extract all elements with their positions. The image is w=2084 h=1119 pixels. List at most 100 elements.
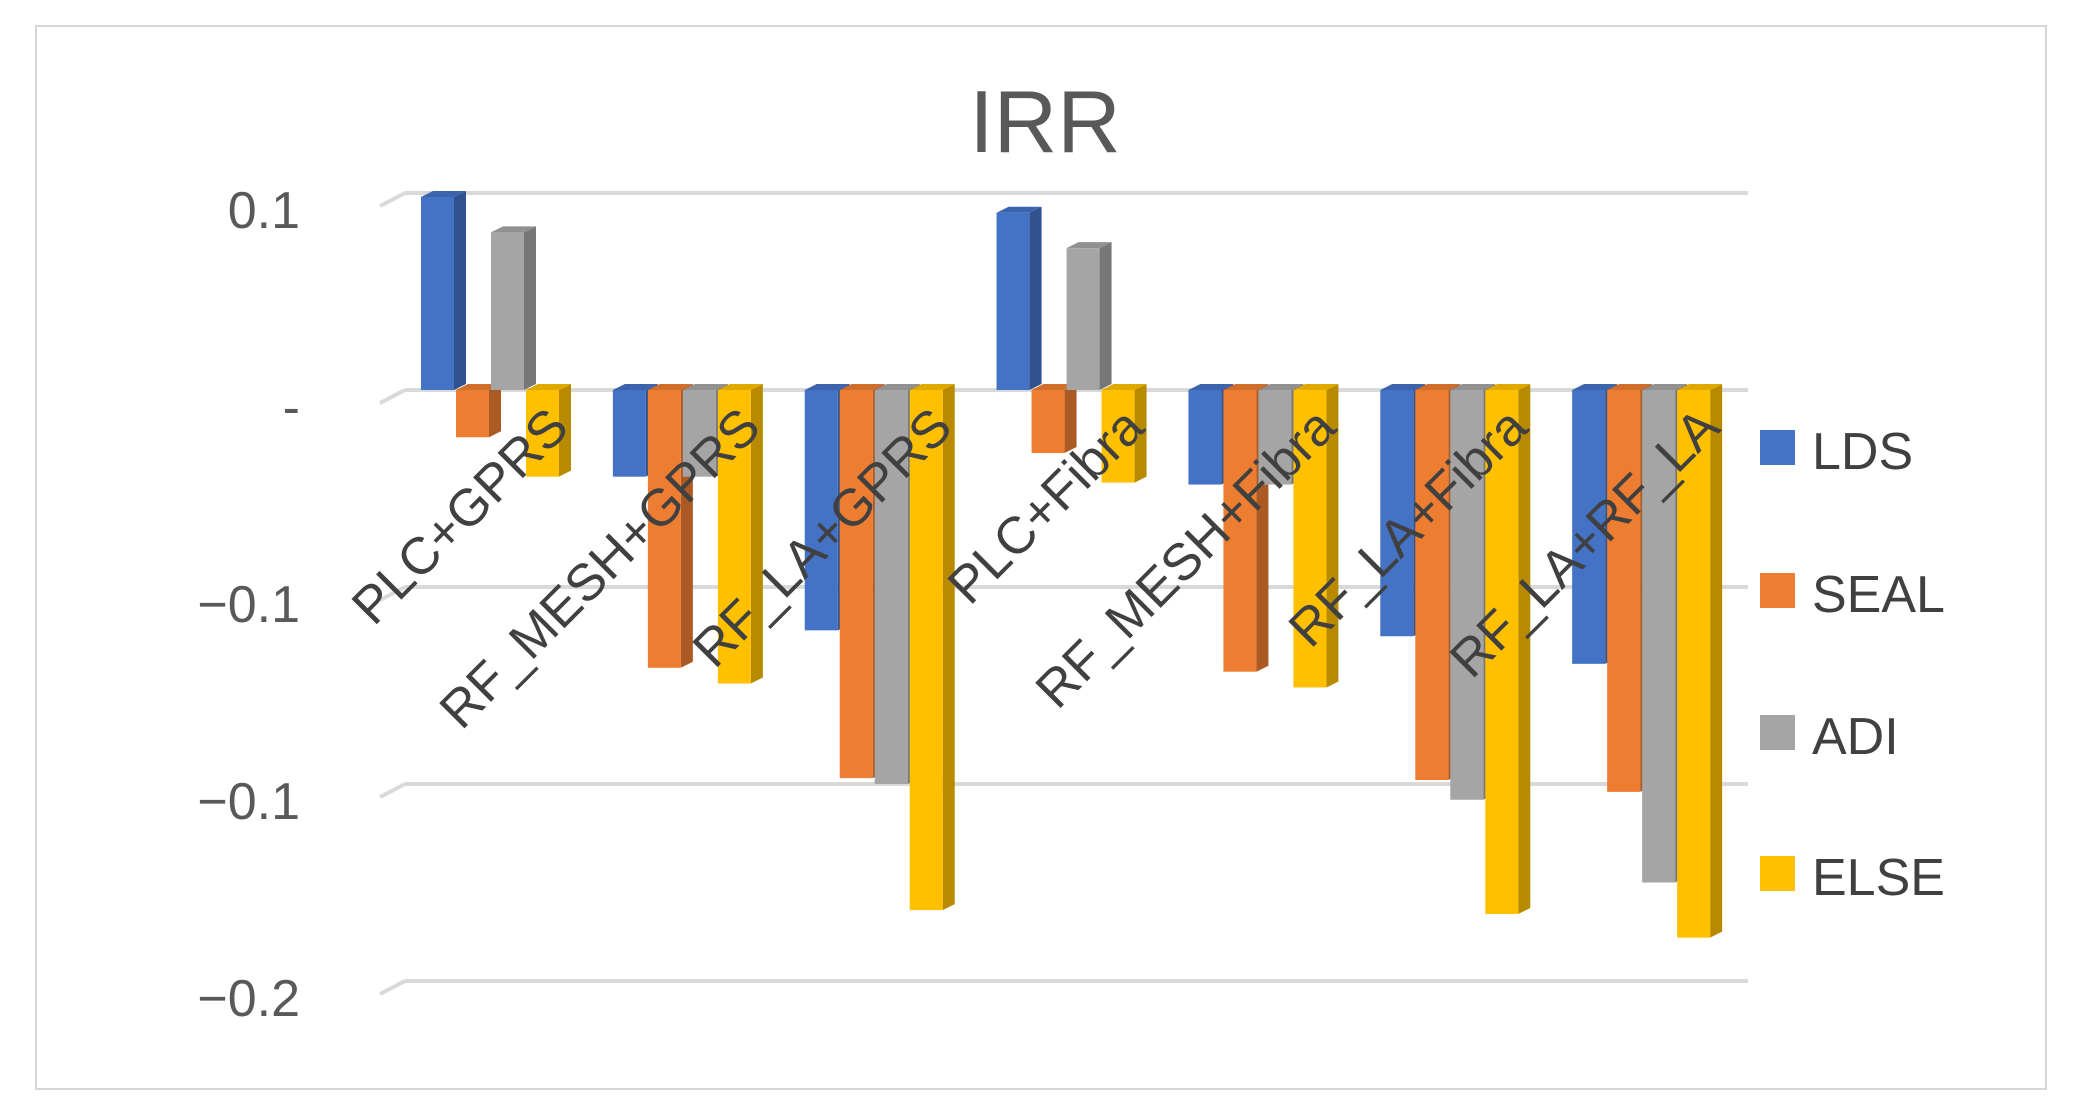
bar-side <box>1029 206 1042 390</box>
y-tick-label: −0.1 <box>197 773 300 831</box>
bar-top <box>1188 384 1234 390</box>
bar-adi <box>1066 242 1112 390</box>
bar-front <box>1572 390 1606 664</box>
bar-top <box>1677 384 1723 390</box>
y-tick-label: - <box>283 379 300 437</box>
legend-swatch <box>1760 573 1795 608</box>
y-tick-label: 0.1 <box>228 182 300 240</box>
bar-front <box>717 390 751 684</box>
bar-front <box>682 390 716 477</box>
bar-top <box>1258 384 1304 390</box>
legend-label: LDS <box>1812 423 1913 481</box>
bar-top <box>1293 384 1339 390</box>
y-tick-label: −0.1 <box>197 576 300 634</box>
bar-top <box>682 384 728 390</box>
legend-swatch <box>1760 430 1795 465</box>
bar-side <box>524 226 536 390</box>
legend-swatch <box>1760 715 1795 750</box>
bar-side <box>454 190 466 390</box>
bar-else <box>1677 384 1723 938</box>
bar-top <box>1607 384 1653 390</box>
bar-front <box>491 232 524 390</box>
bar-top <box>1031 384 1077 390</box>
legend: LDS SEAL ADI ELSE <box>1760 423 1945 907</box>
legend-item-lds: LDS <box>1760 423 1913 481</box>
bar-front <box>804 390 838 631</box>
bar-top <box>717 384 763 390</box>
bar-front <box>909 390 943 911</box>
bar-top <box>1572 384 1618 390</box>
y-tick-label: −0.2 <box>197 970 300 1028</box>
bar-side <box>1099 242 1112 390</box>
bar-side <box>750 384 763 684</box>
bar-front <box>1607 390 1641 792</box>
bar-top <box>1485 384 1531 390</box>
bar-front <box>1031 390 1065 454</box>
bar-front <box>874 390 908 784</box>
bar-top <box>1415 384 1461 390</box>
bar-side <box>1518 384 1531 915</box>
bar-front <box>612 390 646 477</box>
bar-front <box>1642 390 1676 883</box>
bar-front <box>421 196 454 390</box>
bar-top <box>996 206 1042 213</box>
bar-front <box>839 390 873 779</box>
bar-front <box>1258 390 1292 485</box>
gridline-2 <box>379 585 406 602</box>
bar-top <box>647 384 693 390</box>
bar-top <box>421 190 466 197</box>
bar-top <box>526 384 571 390</box>
bar-lds <box>996 206 1042 390</box>
bar-front <box>1223 390 1257 672</box>
bar-else <box>526 384 571 477</box>
chart-title: IRR <box>969 72 1121 171</box>
gridline-3 <box>379 782 406 799</box>
bar-front <box>996 212 1030 390</box>
bar-front <box>1293 390 1327 688</box>
bar-else <box>1293 384 1339 688</box>
bar-top <box>1380 384 1426 390</box>
bar-seal <box>1031 384 1077 454</box>
bar-top <box>1101 384 1147 390</box>
bar-side <box>559 384 571 477</box>
legend-label: SEAL <box>1812 566 1945 624</box>
bar-else <box>717 384 763 684</box>
bar-top <box>1642 384 1688 390</box>
bar-top <box>874 384 920 390</box>
bar-side <box>1134 384 1147 483</box>
bar-seal <box>456 384 501 438</box>
legend-item-else: ELSE <box>1760 849 1945 907</box>
bar-else <box>1485 384 1531 915</box>
bar-side <box>1710 384 1723 938</box>
bar-side <box>942 384 955 911</box>
legend-label: ADI <box>1812 708 1899 766</box>
bar-side <box>1064 384 1077 454</box>
bar-top <box>1223 384 1269 390</box>
legend-label: ELSE <box>1812 849 1945 907</box>
bar-else <box>1101 384 1147 483</box>
bar-front <box>1415 390 1449 781</box>
legend-item-adi: ADI <box>1760 708 1899 766</box>
gridline-1 <box>379 388 406 405</box>
bar-top <box>839 384 885 390</box>
bar-front <box>1380 390 1414 637</box>
bar-front <box>1485 390 1519 915</box>
bars <box>421 190 1723 938</box>
bar-top <box>804 384 850 390</box>
bar-top <box>1066 242 1112 249</box>
bar-front <box>647 390 681 668</box>
bar-top <box>909 384 955 390</box>
bar-front <box>456 390 489 438</box>
legend-swatch <box>1760 856 1795 891</box>
bar-front <box>1450 390 1484 800</box>
bar-top <box>612 384 658 390</box>
bar-front <box>1066 248 1100 390</box>
gridline-4 <box>379 979 406 996</box>
bar-top <box>456 384 501 390</box>
legend-item-seal: SEAL <box>1760 566 1945 624</box>
bar-side <box>489 384 501 438</box>
bar-front <box>1677 390 1711 938</box>
gridline-0 <box>379 191 406 208</box>
y-axis-tick-labels: 0.1 - −0.1 −0.1 −0.2 <box>197 182 300 1028</box>
